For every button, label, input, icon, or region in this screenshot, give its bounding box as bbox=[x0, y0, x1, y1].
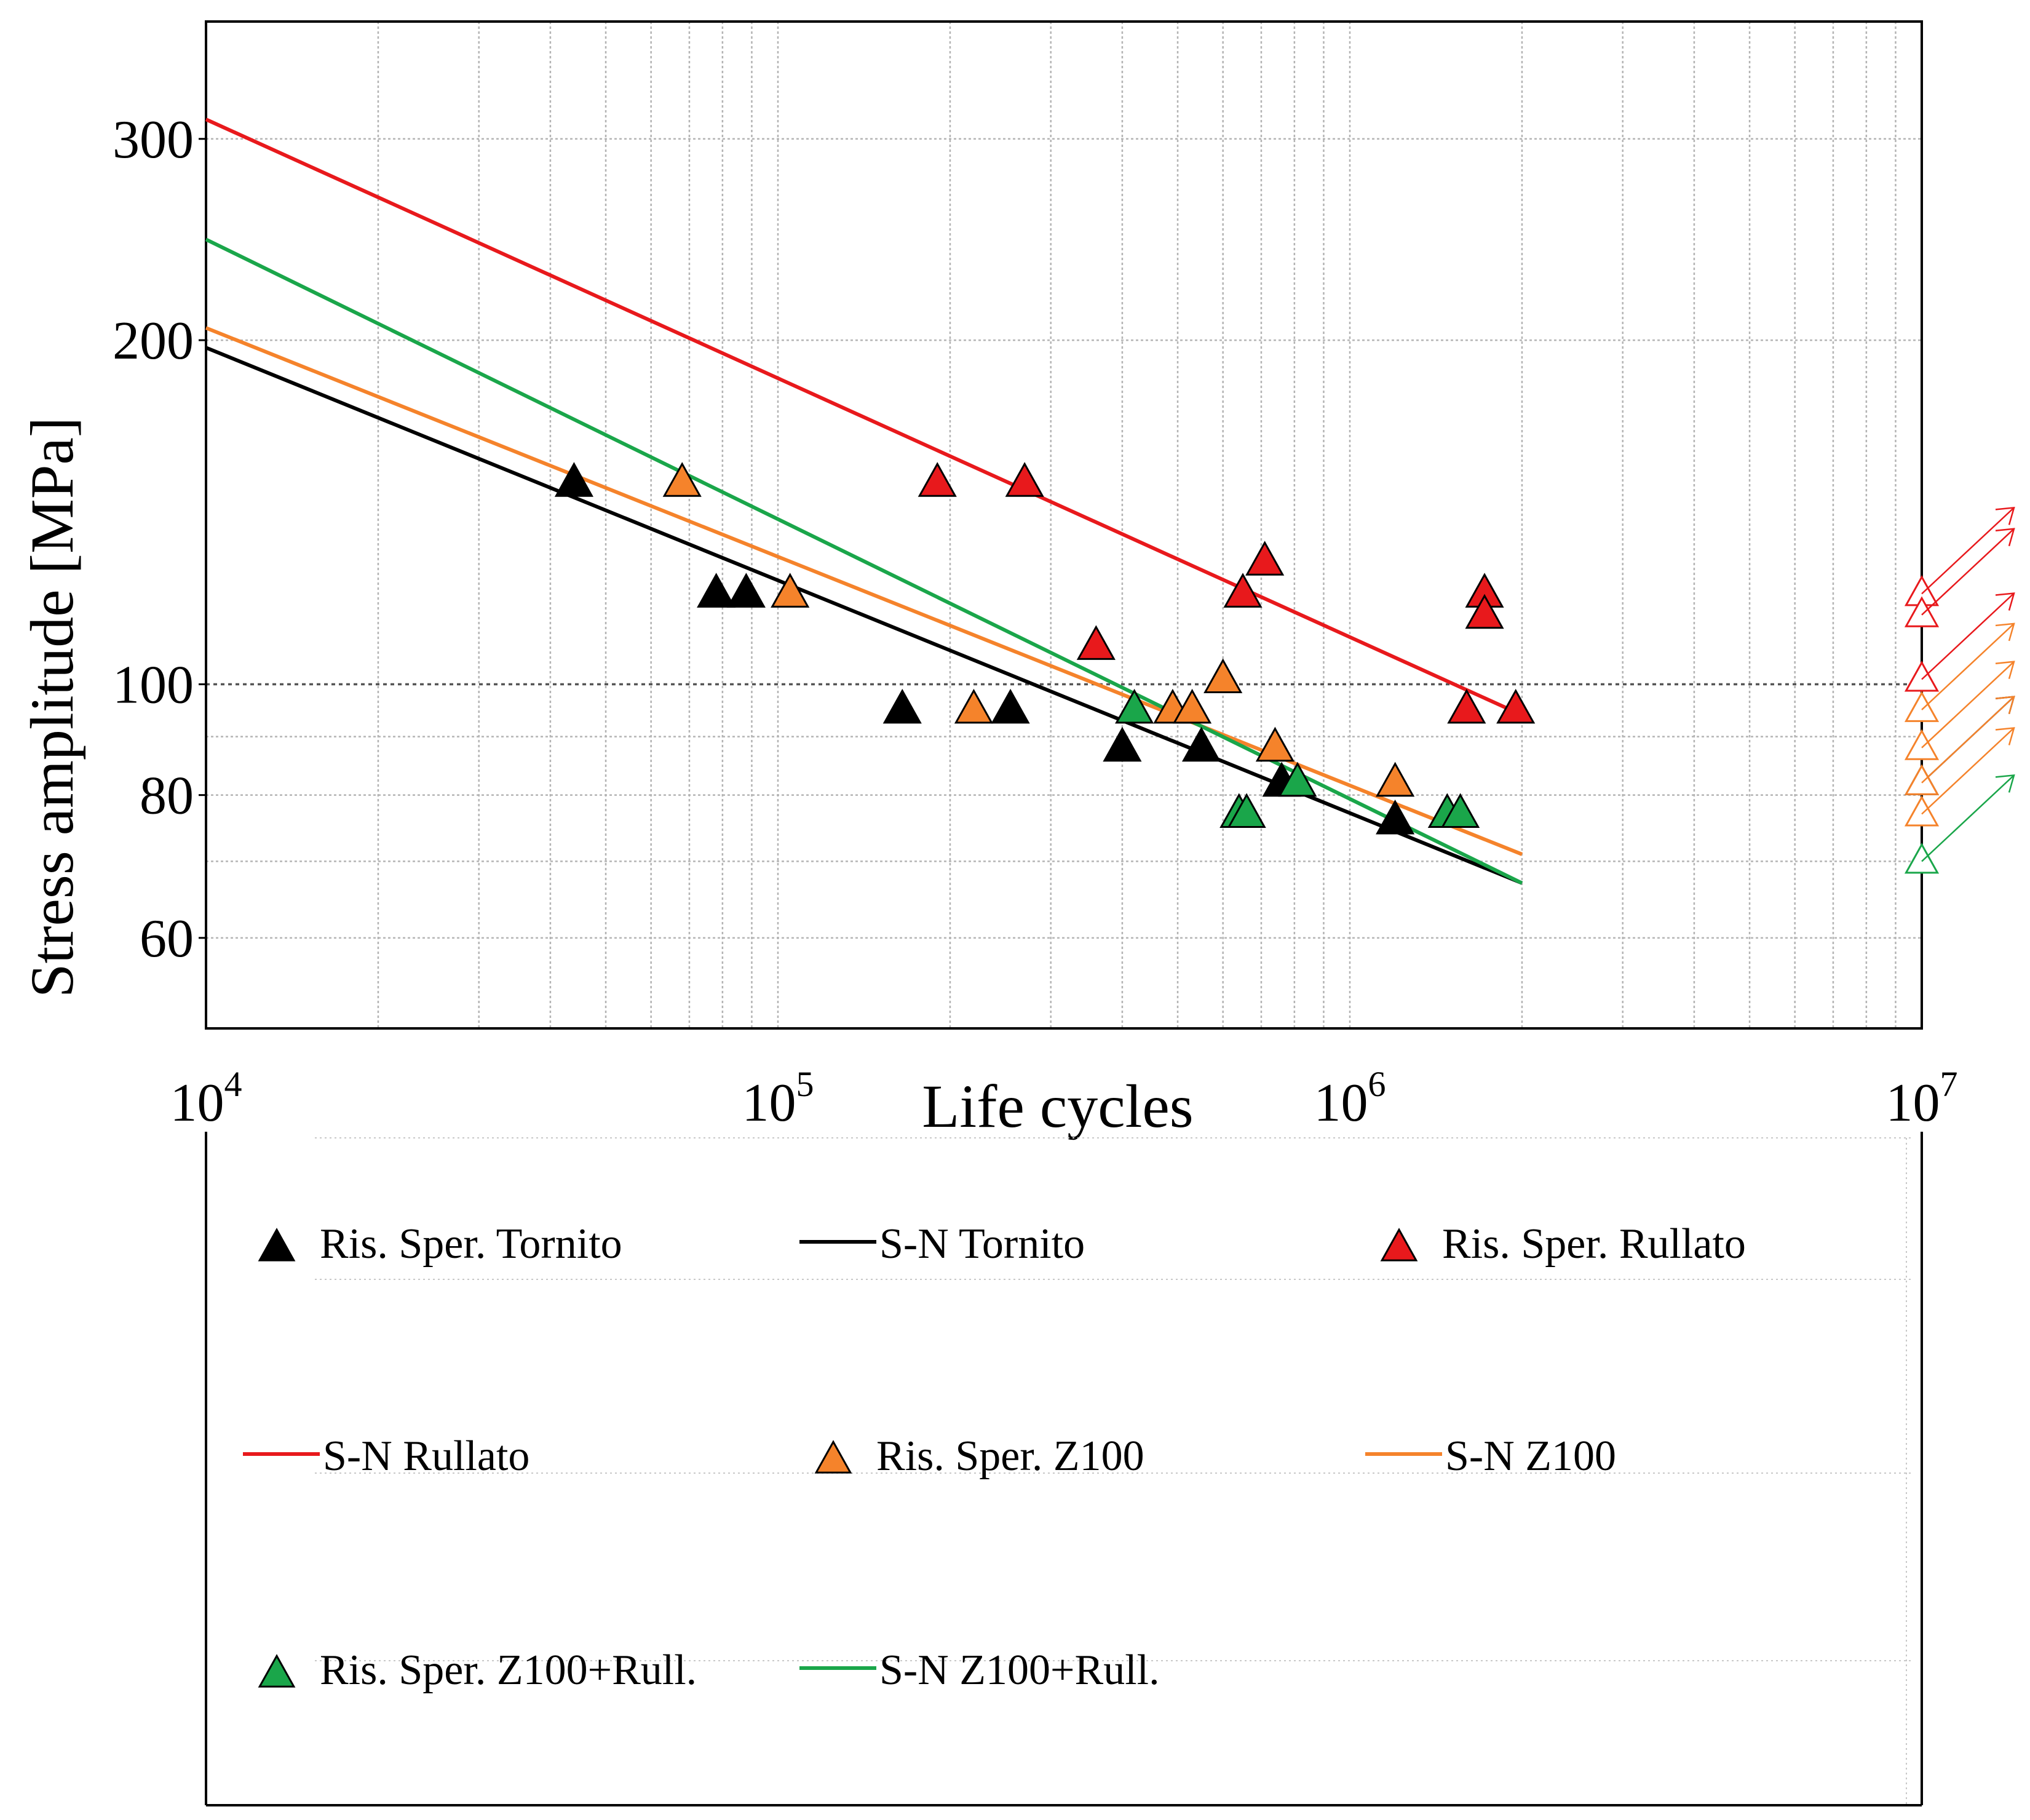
runout-point bbox=[1904, 729, 1940, 760]
x-tick-base: 10 bbox=[1314, 1073, 1368, 1133]
sn-lines bbox=[205, 117, 1523, 885]
sn-line bbox=[205, 326, 1523, 856]
runout-arrowhead bbox=[1995, 622, 2015, 642]
data-point bbox=[1376, 761, 1415, 797]
runout-arrow bbox=[1921, 774, 2015, 862]
legend-label: Ris. Sper. Tornito bbox=[320, 1220, 622, 1268]
runout-point bbox=[1904, 691, 1940, 722]
legend-label: S-N Tornito bbox=[879, 1220, 1085, 1268]
plot-border bbox=[205, 20, 1923, 1030]
data-point bbox=[882, 688, 922, 724]
runout-arrowhead bbox=[1995, 696, 2015, 715]
legend-label: Ris. Sper. Z100 bbox=[876, 1433, 1144, 1480]
legend-label: S-N Z100 bbox=[1445, 1433, 1616, 1480]
runout-arrow bbox=[1921, 592, 2015, 680]
y-tick-labels: 60 80 100 200 300 bbox=[113, 110, 206, 969]
legend-marker bbox=[258, 1654, 296, 1688]
data-point bbox=[726, 573, 766, 608]
runout-arrowhead bbox=[1995, 592, 2015, 611]
sn-line bbox=[205, 117, 1523, 717]
x-tick-base: 10 bbox=[742, 1073, 796, 1133]
runout-arrowhead bbox=[1995, 528, 2015, 547]
x-tick-base: 10 bbox=[1886, 1073, 1940, 1133]
x-tick-exponent: 6 bbox=[1368, 1064, 1386, 1104]
legend-marker bbox=[258, 1228, 296, 1262]
data-point bbox=[1441, 793, 1480, 828]
data-point bbox=[1227, 793, 1266, 828]
plot-frame bbox=[205, 20, 1923, 1030]
data-point bbox=[954, 688, 994, 724]
x-axis-title: Life cycles bbox=[922, 1072, 1193, 1140]
runout-arrow bbox=[1921, 727, 2015, 815]
legend-label: S-N Rullato bbox=[323, 1433, 529, 1480]
runout-point bbox=[1904, 843, 1940, 874]
x-tick-exponent: 4 bbox=[224, 1064, 242, 1104]
data-point bbox=[1465, 594, 1504, 629]
data-point bbox=[991, 688, 1030, 724]
data-points bbox=[554, 462, 1536, 835]
legend-label: Ris. Sper. Rullato bbox=[1442, 1220, 1746, 1268]
data-point bbox=[1245, 541, 1285, 576]
x-tick-label: 106 bbox=[1314, 1064, 1386, 1133]
data-point bbox=[697, 573, 736, 608]
runout-arrow bbox=[1921, 507, 2015, 595]
x-tick-label: 104 bbox=[170, 1064, 242, 1133]
runout-point bbox=[1904, 596, 1940, 627]
runout-arrow bbox=[1921, 623, 2015, 710]
grid bbox=[206, 22, 1922, 1028]
data-point bbox=[1005, 462, 1044, 497]
y-tick-label: 80 bbox=[140, 766, 194, 826]
x-tick-label: 105 bbox=[742, 1064, 814, 1133]
data-point bbox=[662, 462, 702, 497]
y-axis-title: Stress amplitude [MPa] bbox=[18, 417, 86, 998]
x-tick-base: 10 bbox=[170, 1073, 224, 1133]
y-tick-label: 200 bbox=[113, 311, 194, 371]
data-point bbox=[1278, 761, 1317, 797]
runout-arrowhead bbox=[1995, 661, 2015, 680]
data-point bbox=[554, 462, 593, 497]
x-tick-labels: 104 105 106 107 bbox=[170, 1064, 1958, 1133]
data-point bbox=[918, 462, 957, 497]
runout-point bbox=[1904, 795, 1940, 827]
data-point bbox=[1255, 726, 1295, 762]
runout-arrow bbox=[1921, 661, 2015, 749]
runout-arrow bbox=[1921, 528, 2015, 616]
data-point bbox=[1496, 688, 1536, 724]
y-tick-label: 300 bbox=[113, 110, 194, 170]
legend-marker bbox=[1380, 1228, 1418, 1262]
runout-arrow bbox=[1921, 696, 2015, 784]
legend-marker bbox=[814, 1440, 852, 1474]
data-point bbox=[771, 573, 810, 608]
data-point bbox=[1103, 726, 1142, 762]
runout-markers bbox=[1904, 506, 2015, 874]
legend-label: Ris. Sper. Z100+Rull. bbox=[320, 1647, 697, 1694]
data-point bbox=[1376, 799, 1415, 835]
data-point bbox=[1203, 658, 1243, 694]
legend-label: S-N Z100+Rull. bbox=[879, 1647, 1160, 1694]
runout-arrowhead bbox=[1995, 506, 2015, 525]
runout-arrowhead bbox=[1995, 774, 2015, 793]
data-point bbox=[1076, 625, 1116, 660]
legend: Ris. Sper. Tornito S-N Tornito Ris. Sper. … bbox=[205, 1132, 1923, 1806]
y-tick-label: 60 bbox=[140, 909, 194, 969]
x-tick-exponent: 7 bbox=[1940, 1064, 1958, 1104]
runout-point bbox=[1904, 661, 1940, 692]
data-point bbox=[1447, 688, 1486, 724]
sn-line bbox=[205, 346, 1523, 885]
data-point bbox=[1115, 688, 1154, 724]
runout-point bbox=[1904, 764, 1940, 795]
x-tick-exponent: 5 bbox=[796, 1064, 814, 1104]
data-point bbox=[1173, 688, 1212, 724]
runout-arrowhead bbox=[1995, 727, 2015, 745]
sn-line bbox=[205, 237, 1523, 885]
y-tick-label: 100 bbox=[113, 656, 194, 715]
x-tick-label: 107 bbox=[1886, 1064, 1958, 1133]
data-point bbox=[1223, 573, 1263, 608]
data-point bbox=[1181, 726, 1221, 762]
